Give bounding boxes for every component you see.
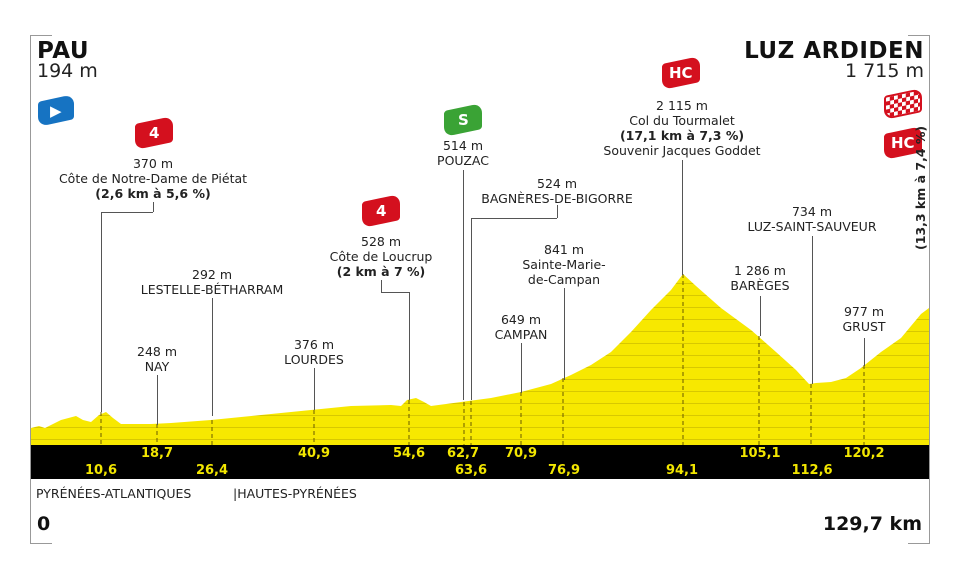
leader-line [101,212,153,213]
finish-climb-detail: (13,3 km à 7,4 %) [913,125,928,250]
department-label: PYRÉNÉES-ATLANTIQUES [36,486,192,501]
leader-line [471,218,472,400]
leader-line [812,236,813,384]
leader-line [864,338,865,366]
point-label-lestelle: 292 m LESTELLE-BÉTHARRAM [140,267,284,297]
start-altitude: 194 m [37,60,98,82]
point-label-piétat: 370 m Côte de Notre-Dame de Piétat (2,6 km… [58,156,248,201]
department-label: |HAUTES-PYRÉNÉES [233,486,357,501]
distance-start: 0 [37,513,51,535]
km-marker: 40,9 [297,446,331,461]
km-marker: 18,7 [140,446,174,461]
leader-line [314,368,315,410]
point-label-grust: 977 m GRUST [842,304,886,334]
km-marker: 70,9 [504,446,538,461]
sprint-icon: S [444,102,482,138]
point-label-bagneres: 524 m BAGNÈRES-DE-BIGORRE [481,176,633,206]
point-label-bareges: 1 286 m BARÈGES [730,263,790,293]
km-bar [31,445,929,479]
frame-corner [908,543,930,544]
point-label-tourmalet: 2 115 m Col du Tourmalet (17,1 km à 7,3 %)… [603,98,761,158]
point-label-lourdes: 376 m LOURDES [284,337,344,367]
point-label-sainte-marie: 841 m Sainte-Marie-de-Campan [522,242,606,287]
km-marker: 120,2 [843,446,885,461]
leader-line [521,343,522,393]
point-label-luz-saint-sauveur: 734 m LUZ-SAINT-SAUVEUR [747,204,877,234]
leader-line [153,202,154,212]
km-marker: 112,6 [791,463,833,478]
start-town: PAU [37,38,90,64]
hc-climb-icon: HC [662,55,700,91]
cat4-climb-icon: 4 [362,193,400,229]
frame-left [30,35,31,543]
leader-line [760,296,761,336]
point-label-campan: 649 m CAMPAN [494,312,548,342]
leader-line [471,218,557,219]
start-flag-icon: ▶ [38,94,74,127]
point-label-nay: 248 m NAY [136,344,178,374]
km-marker: 10,6 [84,463,118,478]
point-label-loucrup: 528 m Côte de Loucrup (2 km à 7 %) [329,234,433,279]
leader-line [381,280,382,292]
frame-corner [30,543,52,544]
leader-line [101,212,102,412]
frame-corner [908,35,930,36]
frame-corner [30,35,52,36]
km-marker: 63,6 [454,463,488,478]
finish-town: LUZ ARDIDEN [744,38,924,64]
leader-line [157,375,158,425]
km-marker: 105,1 [739,446,781,461]
leader-line [564,288,565,380]
km-marker: 54,6 [392,446,426,461]
elevation-profile [31,274,929,446]
finish-altitude: 1 715 m [845,60,924,82]
km-marker: 76,9 [547,463,581,478]
km-marker: 94,1 [665,463,699,478]
leader-line [212,298,213,416]
leader-line [409,292,410,400]
leader-line [682,160,683,275]
finish-checkered-icon [884,87,922,121]
leader-line [557,205,558,218]
frame-right [929,35,930,543]
leader-line [381,292,409,293]
km-marker: 26,4 [195,463,229,478]
leader-line [463,170,464,400]
cat4-climb-icon: 4 [135,115,173,151]
km-marker: 62,7 [446,446,480,461]
point-label-pouzac: 514 m POUZAC [437,138,489,168]
distance-end: 129,7 km [822,513,922,535]
